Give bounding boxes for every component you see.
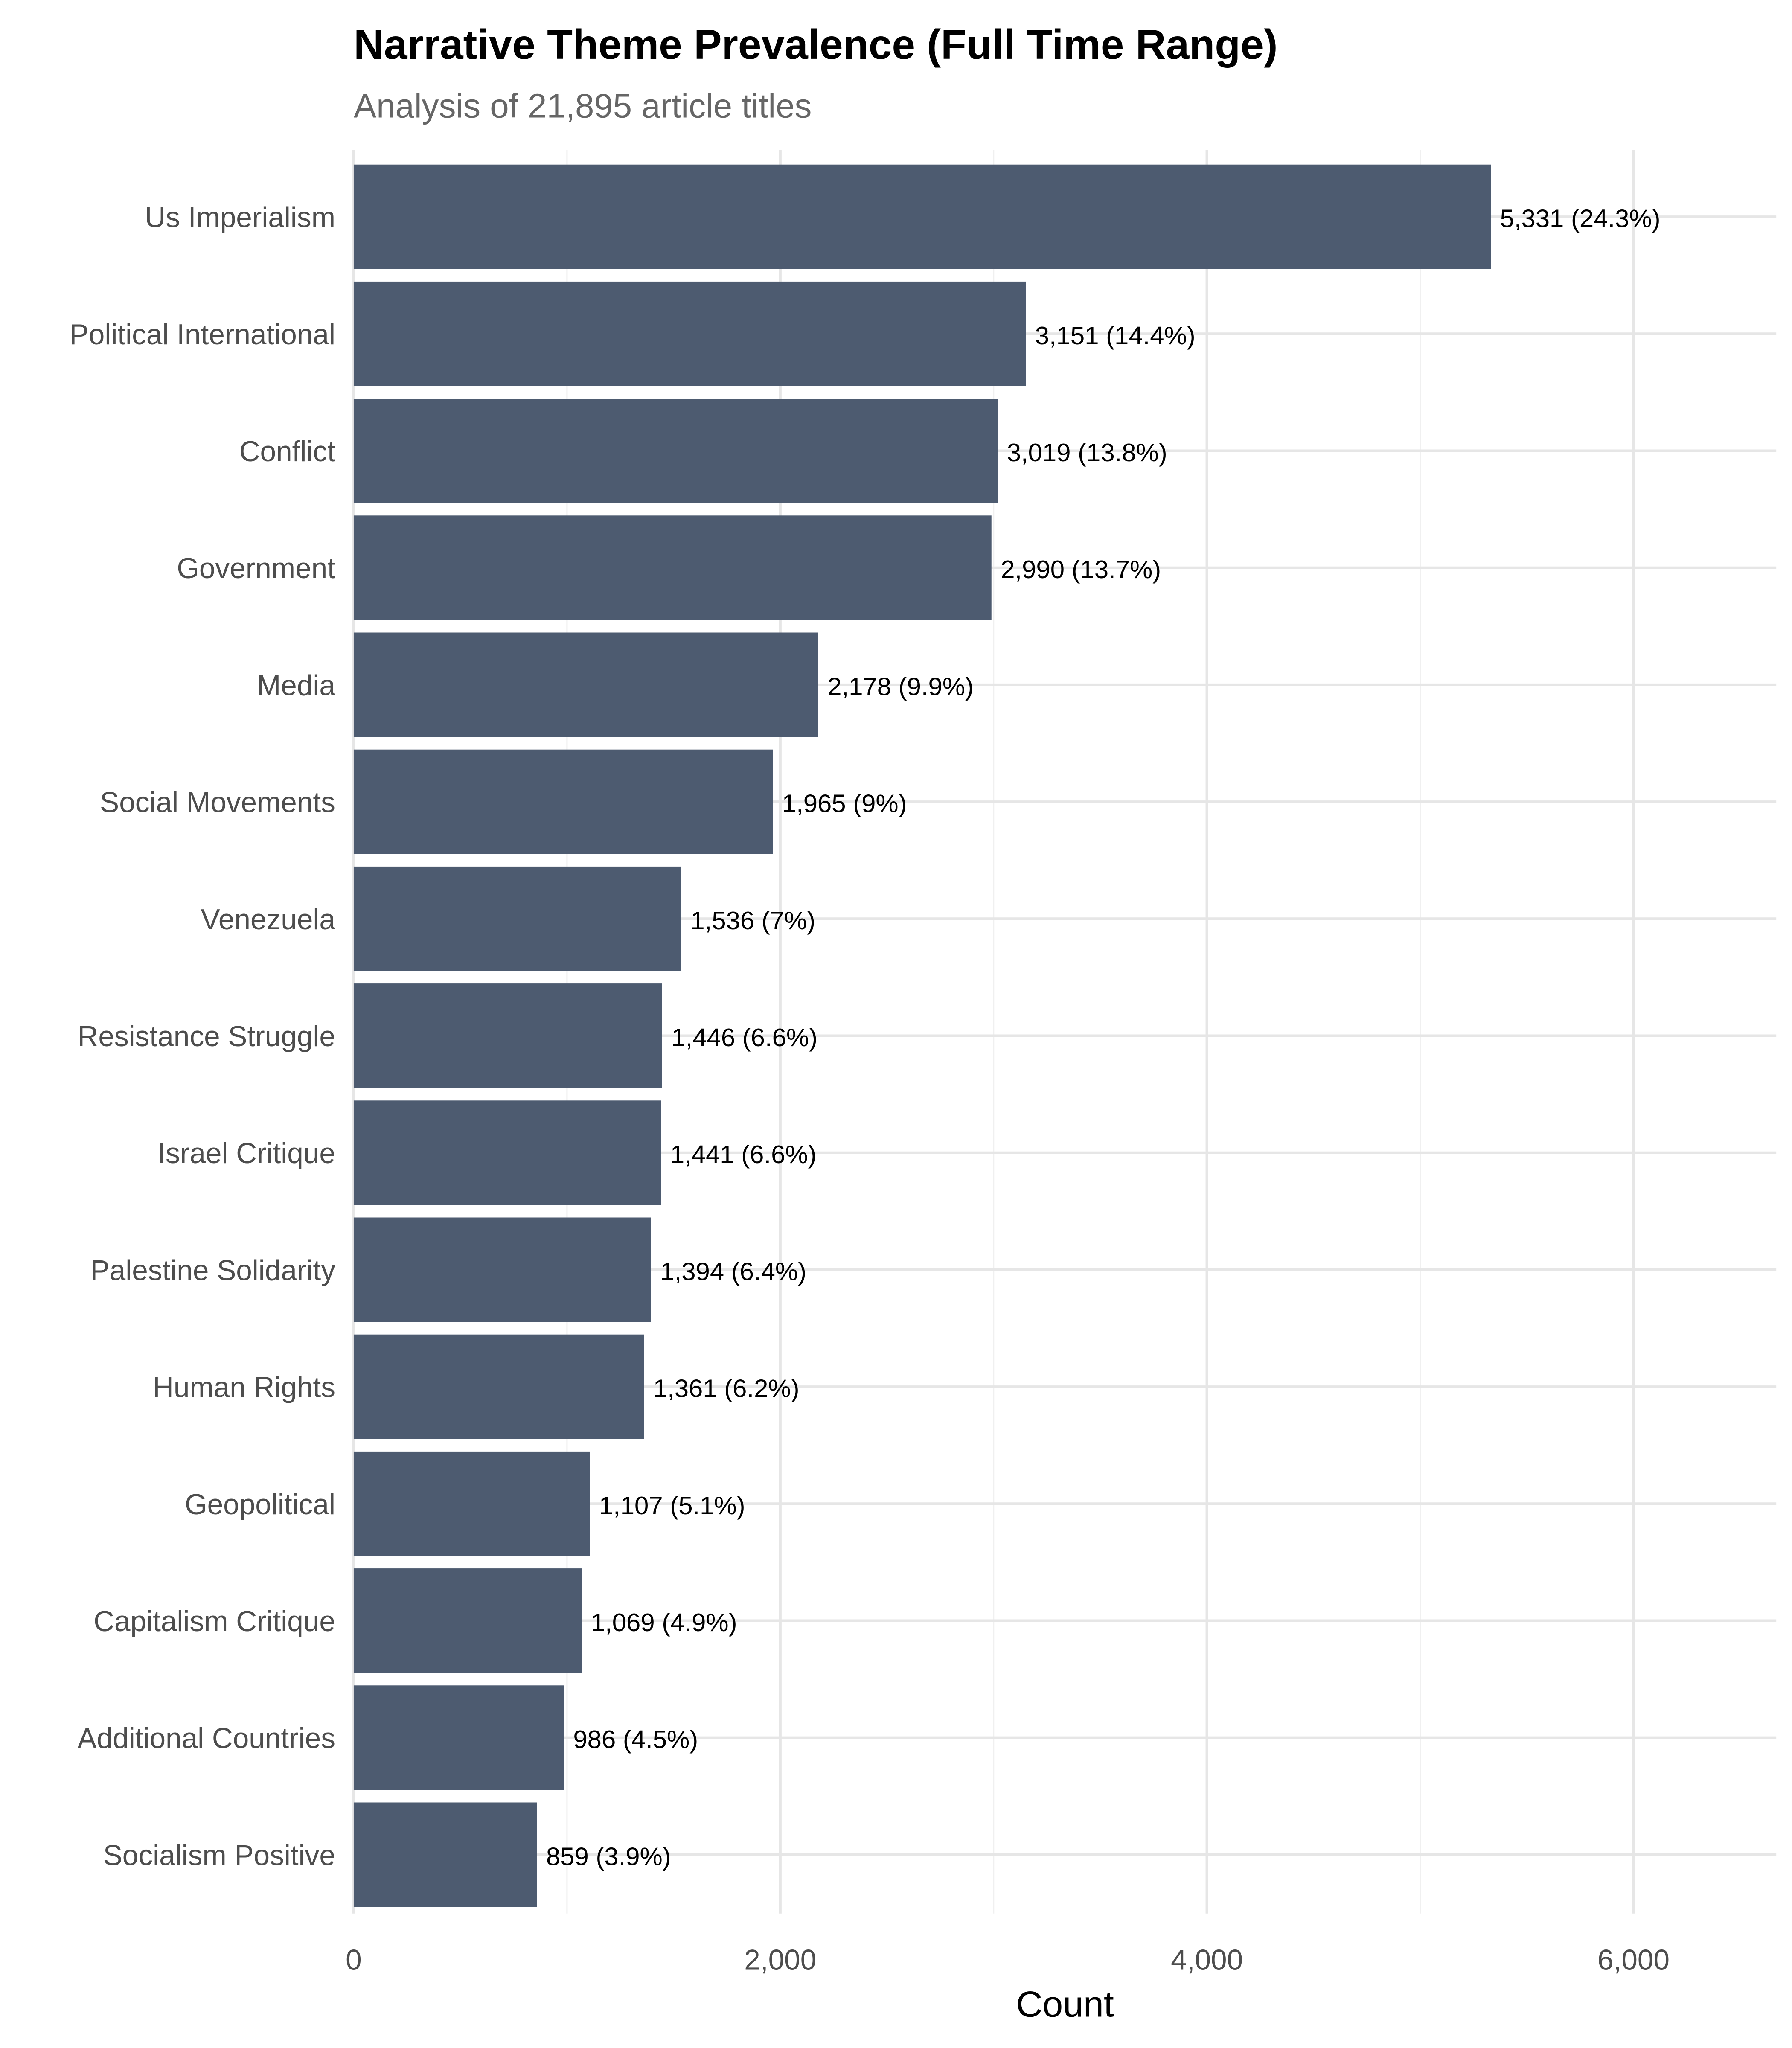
y-tick-label: Capitalism Critique [93, 1606, 335, 1638]
bar [353, 1217, 651, 1322]
data-label: 1,446 (6.6%) [671, 1023, 817, 1052]
data-label: 1,107 (5.1%) [599, 1491, 745, 1520]
bar [353, 749, 773, 854]
y-tick-label: Additional Countries [78, 1722, 335, 1754]
data-label: 1,069 (4.9%) [591, 1608, 737, 1637]
data-label: 1,441 (6.6%) [670, 1140, 817, 1169]
bar [353, 164, 1491, 269]
y-tick-label: Government [177, 553, 335, 585]
y-tick-label: Palestine Solidarity [90, 1255, 336, 1287]
data-label: 1,965 (9%) [782, 789, 907, 818]
y-tick-label: Geopolitical [185, 1489, 335, 1521]
y-tick-label: Media [257, 670, 335, 702]
bar [353, 281, 1026, 386]
data-label: 1,361 (6.2%) [653, 1374, 800, 1403]
x-tick-label: 2,000 [744, 1944, 816, 1976]
x-axis-title: Count [1016, 1984, 1114, 2025]
y-tick-label: Human Rights [153, 1372, 335, 1404]
data-label: 859 (3.9%) [546, 1842, 671, 1871]
y-tick-label: Israel Critique [157, 1137, 335, 1169]
bar [353, 1568, 582, 1673]
x-tick-label: 0 [346, 1944, 362, 1976]
data-label: 3,151 (14.4%) [1035, 321, 1196, 350]
data-label: 3,019 (13.8%) [1007, 438, 1167, 467]
y-tick-label: Socialism Positive [103, 1840, 335, 1872]
data-label: 2,178 (9.9%) [827, 672, 974, 701]
y-tick-label: Social Movements [100, 787, 335, 819]
chart-subtitle: Analysis of 21,895 article titles [354, 87, 812, 125]
y-tick-label: Resistance Struggle [78, 1021, 335, 1053]
bar [353, 1802, 537, 1907]
bar [353, 1100, 661, 1205]
x-tick-label: 6,000 [1597, 1944, 1670, 1976]
y-tick-label: Conflict [239, 436, 335, 468]
x-tick-label: 4,000 [1171, 1944, 1243, 1976]
bar [353, 399, 998, 503]
bar [353, 866, 681, 971]
data-label: 5,331 (24.3%) [1500, 204, 1661, 233]
y-tick-label: Political International [70, 319, 335, 351]
bar [353, 1685, 564, 1790]
data-label: 1,394 (6.4%) [660, 1257, 806, 1286]
bars [353, 164, 1491, 1907]
data-label: 2,990 (13.7%) [1001, 555, 1161, 584]
bar [353, 1451, 590, 1556]
bar [353, 515, 992, 620]
bar [353, 983, 662, 1088]
data-label: 1,536 (7%) [690, 906, 815, 935]
bar [353, 632, 818, 737]
y-tick-label: Us Imperialism [145, 202, 335, 234]
bar [353, 1334, 644, 1439]
y-tick-label: Venezuela [201, 904, 336, 936]
chart-title: Narrative Theme Prevalence (Full Time Ra… [354, 21, 1278, 68]
labels: 0 2,000 4,000 6,000 Us Imperialism 5,331 (24.… [70, 202, 1670, 1976]
data-label: 986 (4.5%) [573, 1725, 698, 1754]
